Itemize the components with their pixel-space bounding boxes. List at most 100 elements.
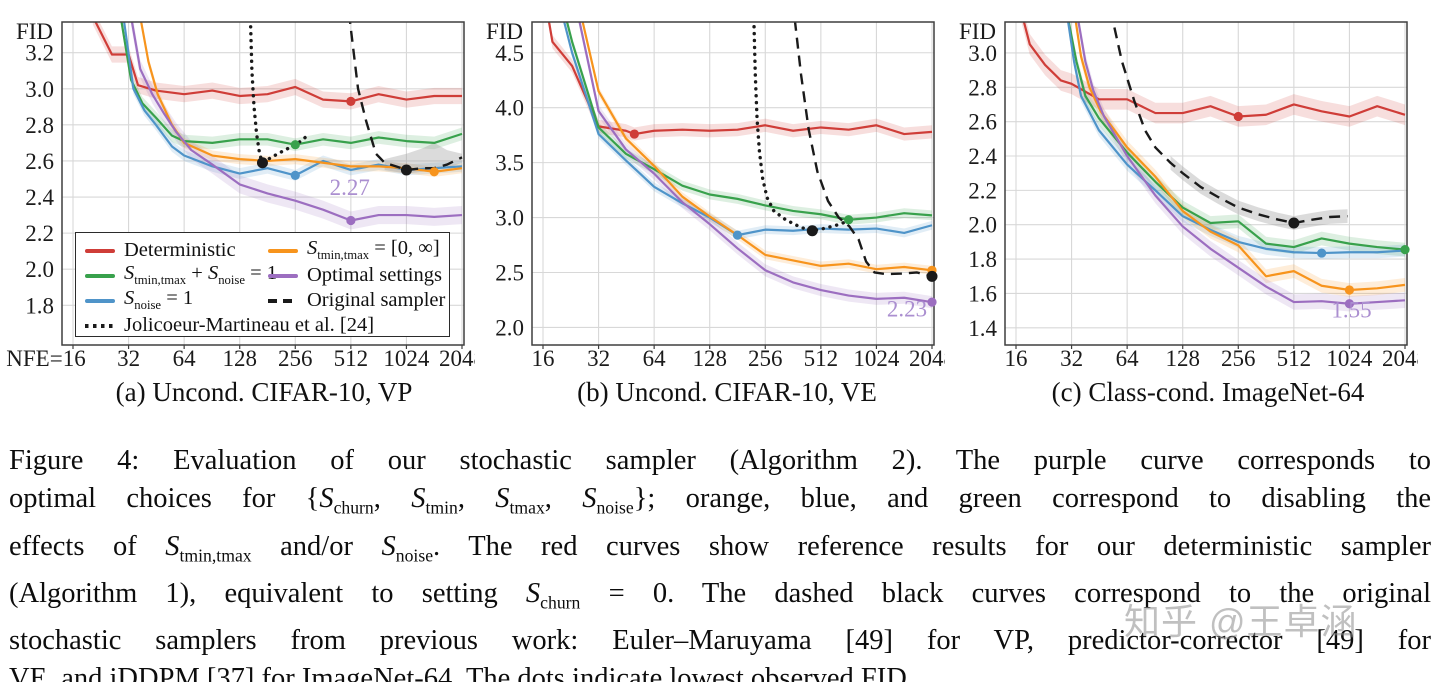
y-tick-label: 2.8: [968, 75, 997, 100]
x-tick-label: 1024: [383, 346, 430, 371]
confidence-band: [92, 22, 462, 110]
series-layer: [92, 22, 463, 230]
legend-entry: Jolicoeur-Martineau et al. [24]: [85, 313, 374, 338]
y-tick-label: 3.0: [495, 206, 524, 231]
x-tick-label: 64: [1116, 346, 1140, 371]
y-tick-label: 4.0: [495, 96, 524, 121]
x-tick-label: 2048: [439, 346, 475, 371]
x-tick-label: 2048: [909, 346, 945, 371]
legend-entry: Optimal settings: [268, 263, 445, 288]
min-value-label: 1.55: [1331, 298, 1371, 323]
y-tick-label: 1.8: [25, 293, 54, 318]
x-tick-label: 64: [173, 346, 197, 371]
y-tick-label: 2.5: [495, 260, 524, 285]
series-line: [793, 22, 933, 278]
lowest-fid-dot: [806, 225, 818, 237]
legend-column: Stmin,tmax = [0, ∞] Optimal settings Origi…: [268, 237, 445, 313]
lowest-fid-dot: [1400, 245, 1410, 255]
series-line: [565, 22, 933, 221]
y-axis-label: FID: [959, 19, 996, 44]
series-line: [578, 22, 933, 304]
plot-frame: [61, 21, 465, 346]
figure-caption-line: effects of Stmin,tmax and/or Snoise. The…: [9, 530, 1431, 566]
subcaption-c: (c) Class-cond. ImageNet-64: [1051, 377, 1365, 407]
subcaption-a: (a) Uncond. CIFAR-10, VP: [115, 377, 413, 407]
y-tick-label: 2.0: [495, 315, 524, 340]
y-tick-label: 3.2: [25, 41, 54, 66]
figure-caption-line: stochastic samplers from previous work: …: [9, 624, 1431, 656]
legend-entry: Stmin,tmax = [0, ∞]: [268, 237, 445, 263]
lowest-fid-dot: [732, 230, 743, 240]
series-line: [1074, 22, 1406, 292]
lowest-fid-dot: [346, 96, 356, 106]
y-tick-label: 2.2: [25, 221, 54, 246]
x-tick-label: 16: [1005, 346, 1028, 371]
y-tick-label: 1.4: [968, 316, 997, 341]
y-tick-label: 1.6: [968, 281, 997, 306]
confidence-band: [1021, 22, 1405, 127]
series-line: [1077, 22, 1406, 305]
legend-entry: Deterministic: [85, 238, 374, 263]
figure-caption: Figure 4: Evaluation of our stochastic s…: [9, 442, 1431, 682]
lowest-fid-dot: [926, 270, 938, 282]
series-line: [1067, 22, 1406, 255]
series-line: [120, 22, 463, 146]
y-tick-label: 2.0: [25, 257, 54, 282]
series-layer: [1021, 22, 1406, 312]
x-tick-label: 256: [748, 346, 783, 371]
series-line: [752, 22, 848, 233]
y-tick-label: 2.0: [968, 213, 997, 238]
lowest-fid-dot: [400, 164, 412, 176]
y-tick-label: 2.6: [25, 149, 54, 174]
figure-caption-line: optimal choices for {Schurn, Stmin, Stma…: [9, 483, 1432, 519]
y-tick-label: 2.4: [968, 144, 997, 169]
x-tick-label: 512: [1277, 346, 1312, 371]
series-layer: [547, 22, 933, 309]
x-tick-label: 32: [587, 346, 610, 371]
y-tick-label: 1.8: [968, 247, 997, 272]
solid-line-swatch-icon: [268, 248, 298, 253]
y-tick-label: 4.5: [495, 41, 524, 66]
figure-caption-line: Figure 4: Evaluation of our stochastic s…: [9, 445, 1431, 476]
min-value-label: 2.23: [887, 296, 927, 321]
plot-frame: [1004, 21, 1408, 346]
series-line: [581, 22, 933, 272]
chart-class-cond-imagenet64: 1.55 1.4 1.6 1.8 2.0 2.2 2.4 2.6 2.8 3.0 16 32 64 128…: [959, 19, 1418, 371]
confidence-band: [123, 22, 462, 181]
series-line: [348, 22, 463, 172]
x-tick-label: 128: [692, 346, 727, 371]
lowest-fid-dot: [1344, 285, 1355, 295]
lowest-fid-dot: [927, 297, 937, 307]
solid-line-swatch-icon: [85, 248, 115, 253]
figure-caption-line: (Algorithm 1), equivalent to setting Sch…: [9, 577, 1431, 613]
confidence-band: [563, 22, 932, 240]
x-tick-label: NFE=16: [6, 346, 85, 371]
lowest-fid-dot: [290, 140, 300, 150]
y-tick-label: 2.4: [25, 185, 54, 210]
x-tick-label: 512: [804, 346, 839, 371]
min-value-label: 2.27: [330, 175, 370, 200]
x-tick-label: 512: [334, 346, 369, 371]
legend-label: Original sampler: [307, 289, 446, 311]
plot-frame: [531, 21, 935, 346]
legend-entry: Original sampler: [268, 288, 445, 313]
x-tick-label: 256: [278, 346, 313, 371]
confidence-band: [120, 22, 462, 152]
legend-entry: Snoise = 1: [85, 287, 374, 313]
y-tick-label: 3.0: [968, 41, 997, 66]
y-tick-label: 3.5: [495, 151, 524, 176]
solid-line-swatch-icon: [85, 273, 115, 278]
solid-line-swatch-icon: [268, 273, 298, 278]
confidence-band: [131, 22, 462, 230]
confidence-band: [578, 22, 932, 309]
x-tick-label: 1024: [1326, 346, 1373, 371]
plot-legend: Deterministic Stmin,tmax + Snoise = 1 Snoi…: [75, 232, 450, 337]
subcaption-b: (b) Uncond. CIFAR-10, VE: [577, 377, 877, 407]
chart-uncond-cifar10-ve: 2.23 2.0 2.5 3.0 3.5 4.0 4.5 16 32 64 128 256 512 102…: [486, 19, 945, 371]
lowest-fid-dot: [1233, 111, 1243, 122]
x-tick-label: 1024: [853, 346, 900, 371]
figure-caption-line: VE, and iDDPM [37] for ImageNet-64. The …: [9, 663, 914, 682]
lowest-fid-dot: [256, 157, 268, 169]
x-tick-label: 32: [1060, 346, 1083, 371]
